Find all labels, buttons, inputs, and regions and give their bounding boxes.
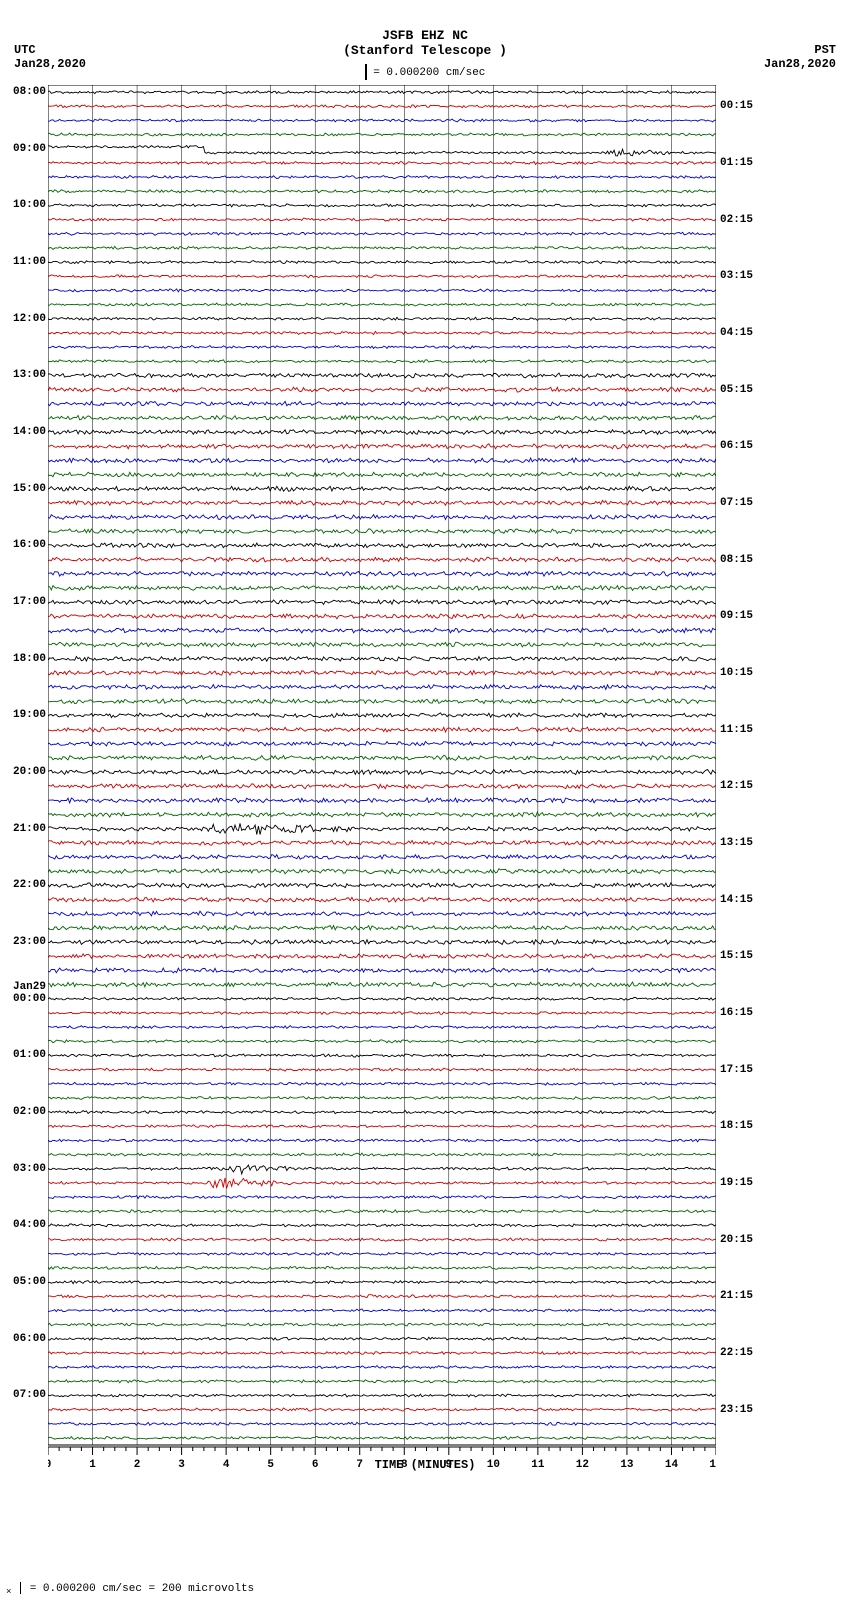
left-timezone-label: UTC Jan28,2020 xyxy=(14,43,86,71)
left-hour-label: 21:00 xyxy=(13,823,46,835)
x-axis-label: TIME (MINUTES) xyxy=(0,1458,850,1472)
left-hour-label: 01:00 xyxy=(13,1049,46,1061)
scale-bar-icon xyxy=(365,64,367,80)
scale-bar-label: = 0.000200 cm/sec xyxy=(373,67,485,79)
plot-title: JSFB EHZ NC (Stanford Telescope ) xyxy=(0,28,850,58)
left-hour-label: 08:00 xyxy=(13,86,46,98)
right-hour-label: 03:15 xyxy=(720,270,753,282)
left-hour-label: 20:00 xyxy=(13,766,46,778)
right-hour-label: 18:15 xyxy=(720,1120,753,1132)
left-date: Jan28,2020 xyxy=(14,57,86,71)
left-hour-label: 05:00 xyxy=(13,1276,46,1288)
left-hour-label: 06:00 xyxy=(13,1333,46,1345)
right-hour-label: 07:15 xyxy=(720,497,753,509)
left-hour-label: 10:00 xyxy=(13,199,46,211)
right-hour-label: 11:15 xyxy=(720,724,753,736)
seismogram-svg: 0123456789101112131415 xyxy=(48,85,716,1477)
right-hour-label: 14:15 xyxy=(720,894,753,906)
right-hour-label: 02:15 xyxy=(720,214,753,226)
footer-text: = 0.000200 cm/sec = 200 microvolts xyxy=(30,1583,254,1595)
right-hour-label: 04:15 xyxy=(720,327,753,339)
amplitude-scale-note: = 0.000200 cm/sec xyxy=(0,64,850,80)
left-hour-label: 13:00 xyxy=(13,369,46,381)
seismogram-canvas: 0123456789101112131415 xyxy=(48,85,716,1445)
left-hour-label: 09:00 xyxy=(13,143,46,155)
right-hour-label: 22:15 xyxy=(720,1347,753,1359)
right-tz: PST xyxy=(814,43,836,57)
left-hour-label: 03:00 xyxy=(13,1163,46,1175)
helicorder-plot: JSFB EHZ NC (Stanford Telescope ) = 0.00… xyxy=(0,0,850,1613)
left-time-axis: 08:00 09:00 10:00 11:00 12:00 13:00 14:00 15:00… xyxy=(10,85,46,1445)
footer-prefix: × xyxy=(6,1586,12,1597)
right-hour-label: 17:15 xyxy=(720,1064,753,1076)
right-timezone-label: PST Jan28,2020 xyxy=(764,43,836,71)
left-hour-label: 18:00 xyxy=(13,653,46,665)
left-hour-label: 12:00 xyxy=(13,313,46,325)
right-hour-label: 21:15 xyxy=(720,1290,753,1302)
station-location: (Stanford Telescope ) xyxy=(343,43,507,58)
right-hour-label: 00:15 xyxy=(720,100,753,112)
left-hour-label: 23:00 xyxy=(13,936,46,948)
right-hour-label: 13:15 xyxy=(720,837,753,849)
left-hour-label: 11:00 xyxy=(13,256,46,268)
right-hour-label: 09:15 xyxy=(720,610,753,622)
left-hour-label: 14:00 xyxy=(13,426,46,438)
left-hour-label: 07:00 xyxy=(13,1389,46,1401)
station-code: JSFB EHZ NC xyxy=(382,28,468,43)
right-hour-label: 01:15 xyxy=(720,157,753,169)
right-hour-label: 12:15 xyxy=(720,780,753,792)
right-hour-label: 10:15 xyxy=(720,667,753,679)
left-hour-label: 02:00 xyxy=(13,1106,46,1118)
right-hour-label: 16:15 xyxy=(720,1007,753,1019)
right-hour-label: 06:15 xyxy=(720,440,753,452)
right-hour-label: 19:15 xyxy=(720,1177,753,1189)
right-hour-label: 20:15 xyxy=(720,1234,753,1246)
left-hour-label: 00:00 xyxy=(13,993,46,1005)
left-day-split-label: Jan29 xyxy=(13,981,46,993)
left-hour-label: 15:00 xyxy=(13,483,46,495)
right-hour-label: 15:15 xyxy=(720,950,753,962)
left-hour-label: 04:00 xyxy=(13,1219,46,1231)
right-hour-label: 08:15 xyxy=(720,554,753,566)
left-tz: UTC xyxy=(14,43,36,57)
left-hour-label: 16:00 xyxy=(13,539,46,551)
right-hour-label: 05:15 xyxy=(720,384,753,396)
left-hour-label: 19:00 xyxy=(13,709,46,721)
right-time-axis: 00:15 01:15 02:15 03:15 04:15 05:15 06:15 07:15… xyxy=(720,85,760,1445)
left-hour-label: 22:00 xyxy=(13,879,46,891)
right-hour-label: 23:15 xyxy=(720,1404,753,1416)
footer-scale-note: × = 0.000200 cm/sec = 200 microvolts xyxy=(6,1582,254,1597)
left-hour-label: 17:00 xyxy=(13,596,46,608)
right-date: Jan28,2020 xyxy=(764,57,836,71)
footer-bar-icon xyxy=(20,1582,21,1594)
